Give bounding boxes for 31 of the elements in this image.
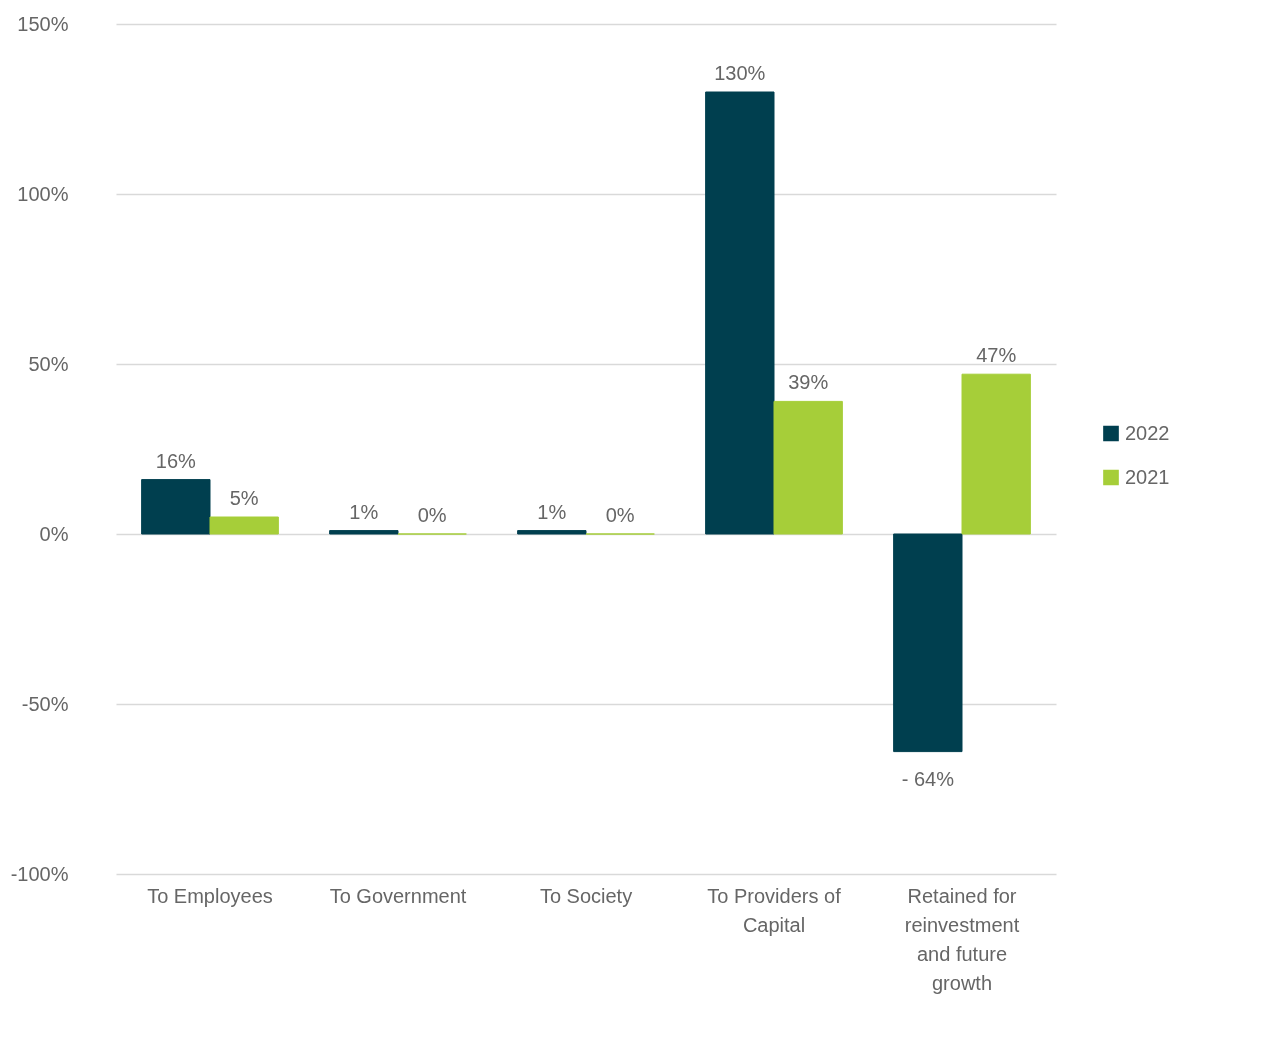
bar xyxy=(329,530,399,535)
y-tick-label: 50% xyxy=(28,352,69,375)
data-label: 47% xyxy=(976,344,1017,367)
bar xyxy=(961,373,1031,535)
bar xyxy=(893,533,963,753)
y-tick-label: 0% xyxy=(39,522,69,545)
y-tick-label: 100% xyxy=(17,182,69,205)
bar xyxy=(773,400,843,535)
x-tick-label: To Employees xyxy=(147,884,273,907)
data-label: 39% xyxy=(788,371,829,394)
legend-label: 2021 xyxy=(1125,465,1170,488)
y-tick-label: -100% xyxy=(10,862,69,885)
data-label: 5% xyxy=(229,487,259,509)
data-label: 0% xyxy=(417,504,447,526)
bar xyxy=(517,530,587,535)
data-label: - 64% xyxy=(901,767,955,790)
y-tick-label: 150% xyxy=(17,12,69,35)
x-tick-label: To Providers of Capital xyxy=(707,884,842,936)
data-label: 130% xyxy=(714,62,766,84)
data-label: 1% xyxy=(349,500,379,523)
bar xyxy=(705,91,775,535)
x-tick-label: To Government xyxy=(329,884,467,907)
data-label: 16% xyxy=(155,449,197,472)
data-label: 1% xyxy=(537,500,567,523)
bar xyxy=(209,516,279,535)
bar xyxy=(141,479,211,535)
legend-label: 2022 xyxy=(1125,421,1170,444)
x-tick-label: Retained for reinvestment and future growth xyxy=(904,884,1020,994)
data-label: 0% xyxy=(605,504,635,526)
x-tick-label: To Society xyxy=(539,884,633,907)
y-tick-label: -50% xyxy=(21,692,69,715)
